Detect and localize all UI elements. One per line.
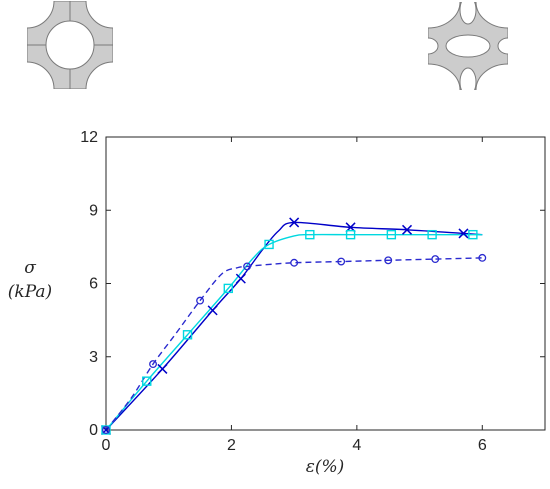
data-point-circle	[102, 426, 110, 434]
data-point-x	[100, 424, 112, 436]
data-point-circle	[243, 262, 252, 271]
data-point-circle	[337, 257, 346, 266]
edge-hole	[428, 37, 439, 55]
x-tick-label: 0	[102, 437, 111, 454]
y-tick-label: 0	[89, 422, 98, 439]
data-point-x	[207, 305, 218, 316]
y-axis-label-unit: (kPa)	[8, 282, 52, 302]
data-point-x	[157, 363, 168, 374]
corner-hole	[27, 61, 55, 89]
series-markers	[100, 217, 487, 436]
series-line-1	[105, 233, 483, 431]
y-tick-label: 6	[89, 276, 98, 293]
y-tick-label: 9	[89, 202, 98, 219]
corner-hole	[475, 2, 508, 29]
data-point-circle	[431, 255, 440, 264]
data-point-x	[235, 273, 246, 284]
y-axis-label-symbol: σ	[24, 258, 36, 278]
data-point-square	[264, 239, 274, 250]
corner-hole	[27, 1, 55, 29]
y-tick-label: 3	[89, 349, 98, 366]
corner-hole	[85, 1, 113, 29]
data-point-x	[289, 217, 300, 228]
corner-hole	[475, 63, 508, 90]
data-point-x	[458, 228, 469, 239]
data-point-square	[182, 330, 193, 340]
edge-hole	[459, 67, 477, 90]
corner-hole	[428, 2, 461, 29]
x-tick-label: 4	[352, 437, 361, 454]
data-point-circle	[384, 256, 393, 265]
edge-hole	[497, 37, 508, 55]
data-point-square	[468, 229, 478, 240]
axis-ticks: 0 2 4 6 0 3 6 9 12	[80, 129, 545, 454]
data-point-circle	[196, 296, 205, 305]
plot-area: 0 2 4 6 0 3 6 9 12	[80, 129, 546, 454]
data-point-x	[401, 224, 413, 235]
center-hole	[45, 20, 95, 70]
center-hole	[445, 34, 491, 58]
data-point-circle	[478, 253, 487, 262]
edge-hole	[459, 2, 477, 25]
y-tick-label: 12	[80, 129, 98, 146]
data-point-circle	[290, 258, 299, 267]
data-point-square	[142, 376, 152, 386]
unit-cell-circular	[27, 1, 113, 89]
unit-cell-elliptical	[428, 2, 508, 90]
x-tick-label: 2	[227, 437, 236, 454]
series-line-0	[105, 221, 483, 431]
data-point-square	[223, 283, 233, 294]
corner-hole	[428, 63, 461, 90]
data-point-circle	[149, 360, 157, 369]
data-point-square	[305, 229, 315, 240]
data-point-square	[101, 425, 111, 435]
data-point-square	[345, 229, 356, 240]
data-point-square	[427, 229, 437, 240]
axes-box	[105, 136, 546, 431]
corner-hole	[85, 61, 113, 89]
x-tick-label: 6	[478, 437, 487, 454]
data-point-square	[386, 229, 397, 240]
x-axis-label: ε(%)	[306, 457, 345, 477]
